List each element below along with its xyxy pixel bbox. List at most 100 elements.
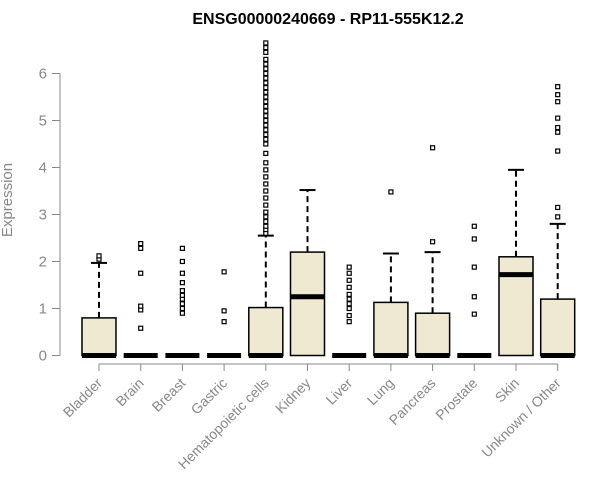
outlier-point (346, 284, 352, 290)
outlier-point (346, 291, 352, 297)
box-body (373, 301, 409, 357)
x-tick-label: Liver (323, 375, 356, 408)
outlier-point (179, 301, 185, 307)
outlier-point (263, 127, 269, 133)
outlier-point (263, 45, 269, 51)
box-skin (498, 168, 534, 357)
x-tick-label: Breast (149, 375, 189, 415)
outlier-point (179, 258, 185, 265)
y-tick-label: 5 (39, 113, 47, 130)
outlier-point (555, 115, 561, 121)
outlier-point (471, 223, 477, 229)
outlier-point (263, 167, 269, 173)
outlier-point (388, 189, 394, 195)
outlier-point (471, 311, 477, 317)
y-axis: 0 1 2 3 4 5 6 (39, 66, 61, 365)
box-pancreas (414, 145, 451, 358)
outlier-point (263, 141, 269, 147)
outlier-point (221, 308, 227, 314)
outlier-point (430, 145, 436, 151)
chart-title: ENSG00000240669 - RP11-555K12.2 (192, 11, 463, 28)
outlier-point (346, 319, 352, 325)
x-tick-label: Unknown / Other (478, 375, 564, 461)
outlier-point (96, 253, 102, 259)
outlier-point (263, 70, 269, 77)
outlier-point (555, 84, 561, 90)
box-prostate (457, 223, 492, 358)
outlier-point (555, 129, 561, 135)
box-hematopoietic-cells (248, 40, 284, 358)
box-body (289, 251, 326, 357)
y-axis-label: Expression (0, 163, 16, 237)
outlier-point (179, 292, 185, 298)
outlier-point (263, 223, 269, 229)
x-tick-label: Kidney (272, 375, 314, 417)
outlier-point (263, 56, 269, 63)
outlier-point (555, 92, 561, 98)
outlier-point (138, 245, 144, 251)
outlier-point (555, 214, 561, 220)
x-tick-label: Bladder (60, 375, 106, 421)
box-gastric (207, 269, 242, 358)
outlier-point (263, 150, 269, 156)
outlier-point (221, 269, 227, 275)
box-lung (373, 189, 409, 358)
outlier-point (346, 277, 352, 283)
outlier-point (221, 319, 227, 325)
outlier-point (263, 99, 269, 105)
y-tick-label: 1 (39, 301, 47, 318)
outlier-point (263, 188, 269, 194)
box-kidney (289, 189, 326, 357)
outlier-point (263, 132, 269, 138)
outlier-point (555, 204, 561, 211)
outlier-point (263, 75, 269, 81)
y-tick-label: 4 (39, 160, 47, 177)
outlier-point (263, 209, 269, 215)
outlier-point (263, 61, 269, 67)
outlier-point (263, 202, 269, 208)
outlier-point (430, 239, 436, 245)
box-body (539, 298, 576, 357)
outlier-point (179, 280, 185, 286)
outlier-point (263, 84, 269, 91)
outlier-point (346, 270, 352, 276)
outlier-point (263, 117, 269, 124)
outlier-point (263, 160, 269, 166)
box-bladder (81, 253, 117, 358)
outlier-point (263, 49, 269, 55)
outlier-point (138, 325, 144, 331)
outlier-point (263, 40, 269, 46)
outlier-point (555, 148, 561, 154)
outlier-point (555, 124, 561, 131)
outlier-point (179, 270, 185, 276)
outlier-point (138, 303, 144, 309)
outlier-point (138, 270, 144, 276)
outlier-point (179, 305, 185, 312)
box-brain (123, 241, 158, 358)
box-breast (165, 245, 200, 358)
outlier-point (263, 94, 269, 100)
outlier-point (263, 113, 269, 119)
outlier-point (263, 195, 269, 201)
box-body (248, 306, 284, 357)
outlier-point (263, 108, 269, 114)
y-tick-label: 6 (39, 66, 47, 83)
outlier-point (263, 89, 269, 95)
outlier-point (263, 218, 269, 225)
box-body (414, 312, 451, 357)
box-body (81, 317, 117, 357)
outlier-point (179, 245, 185, 251)
outlier-point (263, 122, 269, 128)
outlier-point (471, 236, 477, 242)
x-tick-label: Brain (112, 375, 146, 409)
outlier-point (263, 103, 269, 110)
outlier-point (555, 99, 561, 105)
y-tick-label: 3 (39, 207, 47, 224)
boxes-group (81, 40, 576, 358)
box-liver (332, 264, 367, 358)
outlier-point (138, 241, 144, 247)
y-tick-label: 0 (39, 348, 47, 365)
outlier-point (179, 310, 185, 316)
